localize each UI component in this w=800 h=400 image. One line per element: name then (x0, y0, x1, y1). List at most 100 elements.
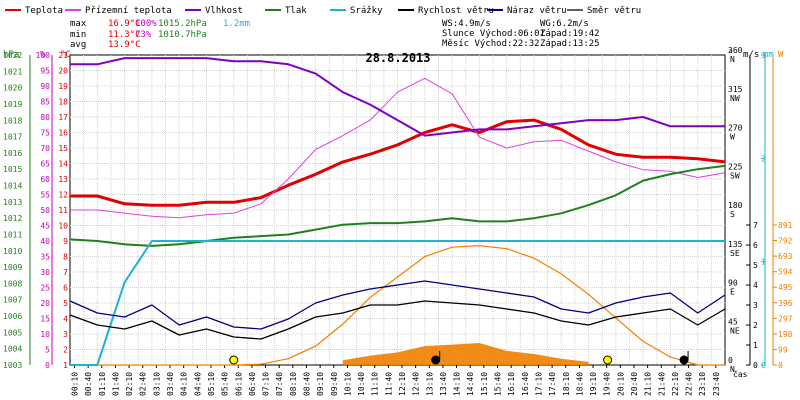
tick-label-x: 18:40 (575, 372, 584, 396)
tick-label-c: 20 (58, 67, 68, 76)
axis-title-w: W (778, 50, 784, 60)
series-line (70, 77, 726, 219)
tick-label-c: 3 (63, 330, 68, 339)
tick-label-x: 17:40 (548, 372, 557, 396)
tick-label-x: 06:10 (234, 372, 243, 396)
axis-title-pct: % (40, 50, 46, 60)
tick-label-x: 17:10 (534, 372, 543, 396)
tick-label-ms: 3 (753, 301, 758, 310)
tick-label-dir: 0 (728, 356, 733, 365)
axis-title-hpa: hPa (3, 50, 19, 60)
tick-label-w: 0 (778, 361, 783, 370)
tick-label-hpa: 1015 (3, 165, 22, 174)
tick-label-x: 09:10 (316, 372, 325, 396)
tick-label-pct: 35 (40, 253, 50, 262)
tick-label-dir-name: SW (730, 171, 740, 180)
tick-label-dir-name: S (730, 210, 735, 219)
tick-label-mm: 2 (761, 154, 766, 163)
tick-label-x: 07:40 (275, 372, 284, 396)
series-line (70, 57, 725, 137)
tick-label-dir-name: N (730, 55, 735, 64)
tick-label-x: 11:10 (371, 372, 380, 396)
tick-label-x: 10:40 (357, 372, 366, 396)
tick-label-hpa: 1021 (3, 67, 22, 76)
axis-title-mm: mm (763, 50, 774, 60)
tick-label-x: 05:10 (207, 372, 216, 396)
moon-marker (679, 355, 689, 365)
tick-label-dir-name: NW (730, 94, 740, 103)
tick-label-x: 14:40 (466, 372, 475, 396)
tick-label-x: 04:10 (180, 372, 189, 396)
tick-label-dir: 270 (728, 124, 743, 133)
tick-label-c: 18 (58, 98, 68, 107)
tick-label-hpa: 1020 (3, 84, 22, 93)
tick-label-x: 15:10 (480, 372, 489, 396)
series-radiation-line (70, 245, 725, 366)
tick-label-c: 11 (58, 206, 68, 215)
tick-label-pct: 65 (40, 160, 50, 169)
tick-label-dir: 90 (728, 279, 738, 288)
tick-label-hpa: 1007 (3, 296, 22, 305)
tick-label-x: 14:10 (453, 372, 462, 396)
tick-label-mm: 1 (761, 258, 766, 267)
tick-label-x: 20:40 (630, 372, 639, 396)
tick-label-x: 12:40 (412, 372, 421, 396)
moon-marker (431, 355, 441, 365)
sun-marker (229, 355, 239, 365)
tick-label-dir: 360 (728, 46, 743, 55)
stat-avg: avg (70, 40, 86, 50)
tick-label-dir-name: NE (730, 326, 740, 335)
tick-label-dir-name: E (730, 288, 735, 297)
tick-label-x: 10:10 (343, 372, 352, 396)
info-text: WG:6.2m/s (540, 19, 589, 29)
tick-label-pct: 100 (36, 51, 51, 60)
tick-label-pct: 95 (40, 67, 50, 76)
tick-label-x: 02:40 (139, 372, 148, 396)
tick-label-x: 00:40 (84, 372, 93, 396)
tick-label-dir: 225 (728, 162, 743, 171)
tick-label-pct: 55 (40, 191, 50, 200)
info-text: WS:4.9m/s (442, 19, 491, 29)
tick-label-x: 22:40 (685, 372, 694, 396)
tick-label-x: 18:10 (562, 372, 571, 396)
tick-label-dir-name: W (730, 133, 735, 142)
stat-max: 1015.2hPa (158, 19, 207, 29)
tick-label-hpa: 1006 (3, 312, 22, 321)
tick-label-mm: 0 (761, 361, 766, 370)
tick-label-x: 22:10 (671, 372, 680, 396)
sun-marker (603, 355, 613, 365)
tick-label-x: 07:10 (262, 372, 271, 396)
tick-label-x: 03:10 (152, 372, 161, 396)
stat-min: 73% (135, 30, 152, 40)
tick-label-x: 00:10 (71, 372, 80, 396)
tick-label-pct: 30 (40, 268, 50, 277)
tick-label-ms: 2 (753, 321, 758, 330)
tick-label-pct: 75 (40, 129, 50, 138)
series-line (70, 240, 725, 366)
tick-label-pct: 10 (40, 330, 50, 339)
tick-label-c: 2 (63, 346, 68, 355)
tick-label-dir-name: N (730, 365, 735, 374)
stat-avg: 13.9°C (108, 40, 141, 50)
tick-label-c: 5 (63, 299, 68, 308)
tick-label-x: 08:40 (302, 372, 311, 396)
tick-label-pct: 15 (40, 315, 50, 324)
tick-label-x: 16:10 (507, 372, 516, 396)
tick-label-dir: 45 (728, 317, 738, 326)
legend-label: Rychlost větru (418, 6, 494, 16)
tick-label-c: 15 (58, 144, 68, 153)
tick-label-x: 01:40 (111, 372, 120, 396)
tick-label-pct: 70 (40, 144, 50, 153)
tick-label-c: 13 (58, 175, 68, 184)
info-text: Západ:19:42 (540, 29, 600, 39)
tick-label-pct: 90 (40, 82, 50, 91)
tick-label-c: 19 (58, 82, 68, 91)
tick-label-w: 792 (778, 237, 793, 246)
tick-label-hpa: 1008 (3, 279, 22, 288)
tick-label-x: 23:40 (712, 372, 721, 396)
tick-label-x: 21:10 (644, 372, 653, 396)
series-line (69, 300, 726, 340)
tick-label-hpa: 1014 (3, 182, 22, 191)
tick-label-pct: 5 (45, 346, 50, 355)
